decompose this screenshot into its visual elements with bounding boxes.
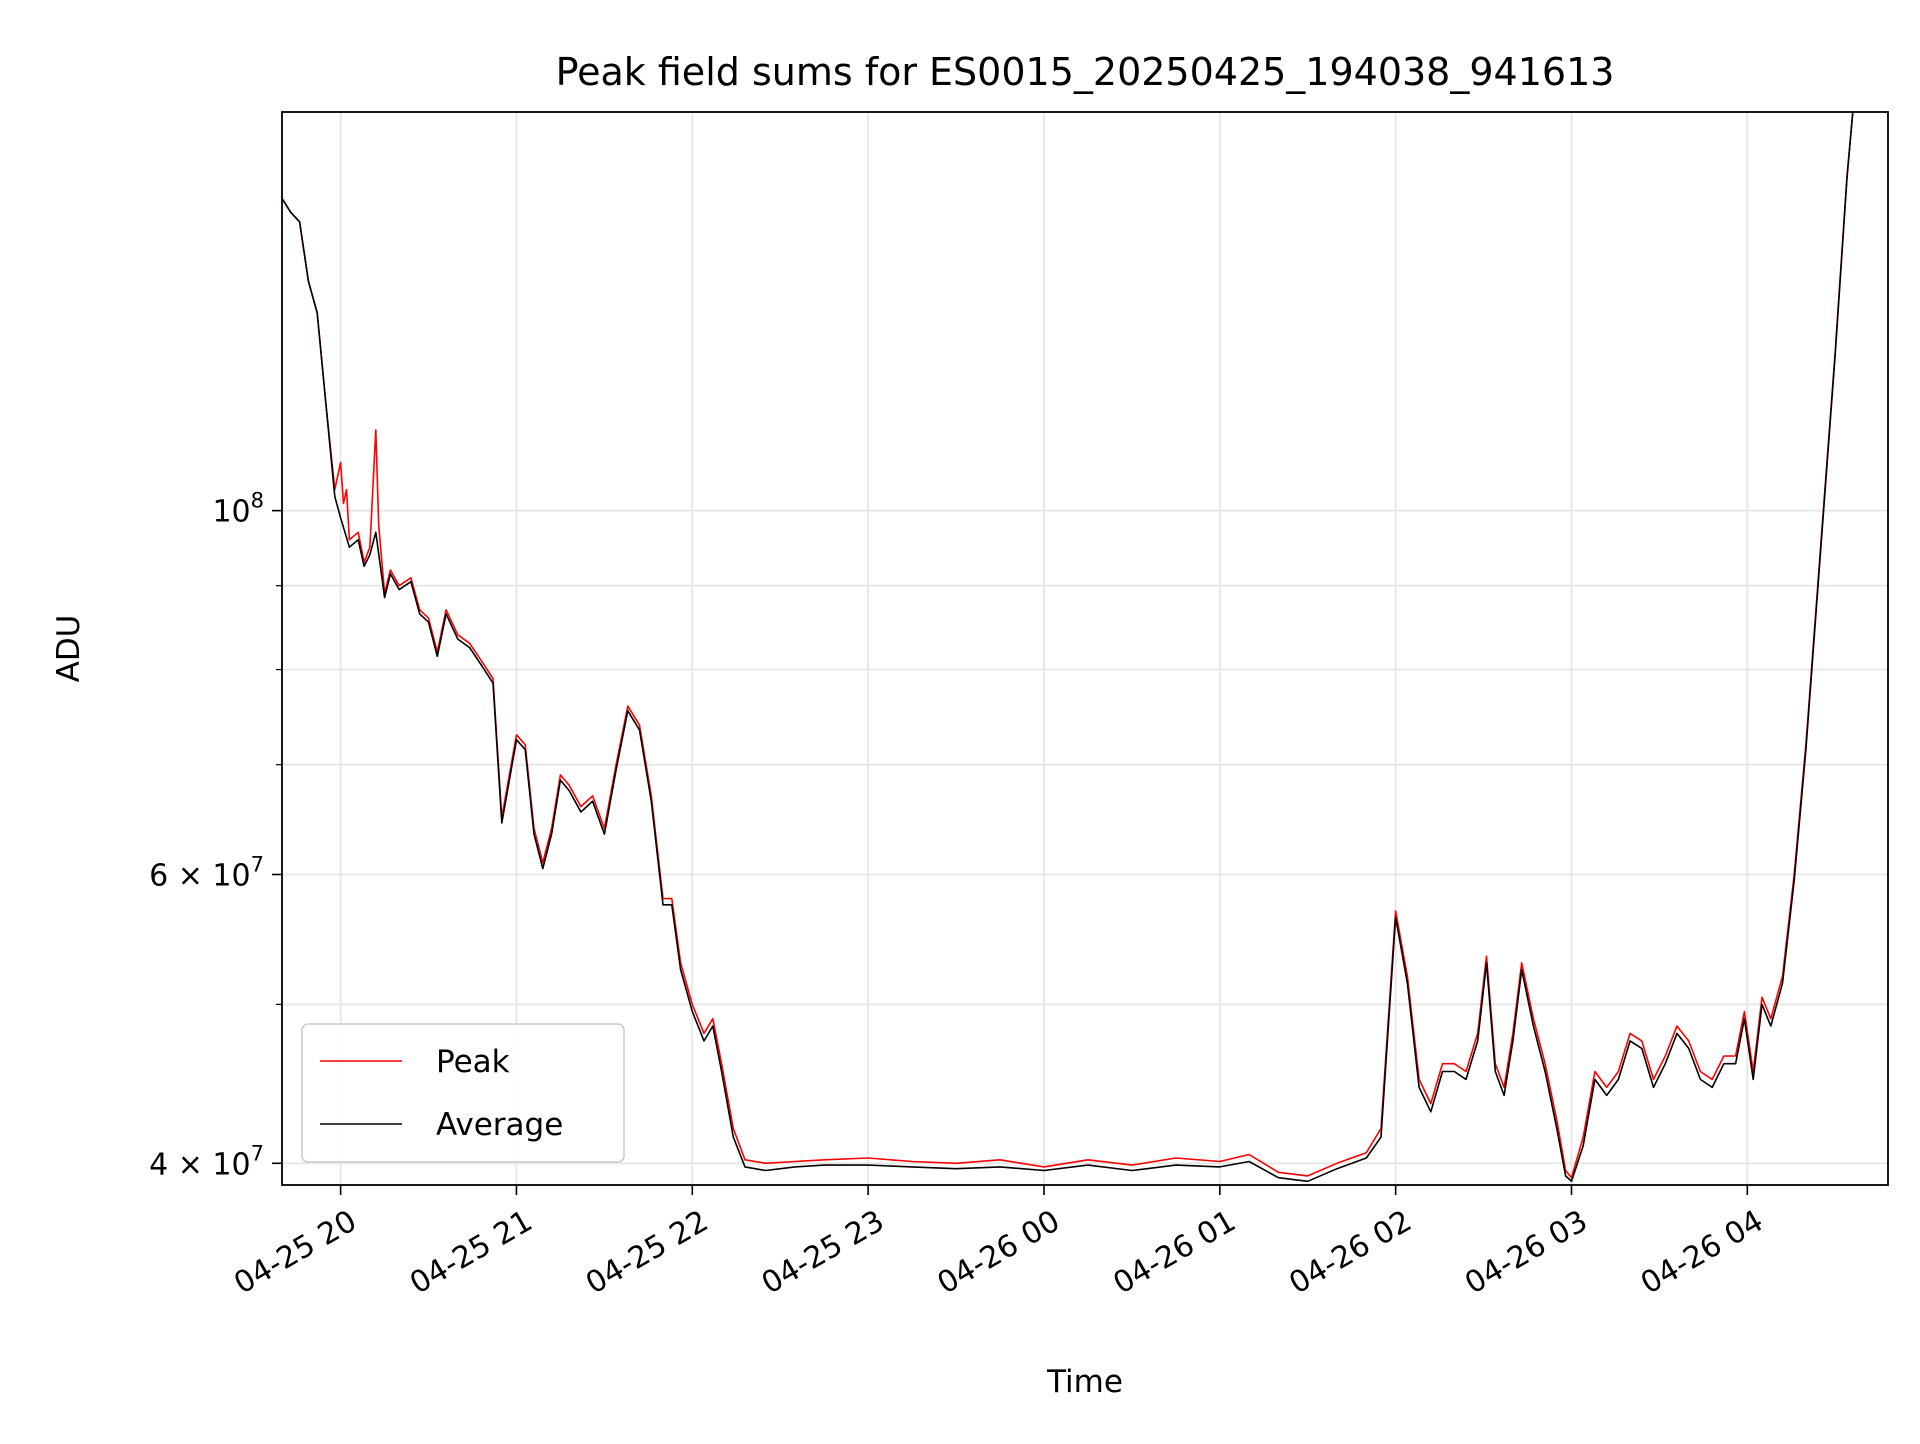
legend-frame [301, 1023, 625, 1163]
legend-label-peak: Peak [436, 1044, 510, 1080]
chart-title: Peak field sums for ES0015_20250425_1940… [556, 50, 1615, 94]
series-layer [282, 112, 1854, 1183]
y-axis-label: ADU [51, 615, 87, 683]
x-axis-label: Time [1046, 1364, 1123, 1400]
plot-frame [281, 111, 1889, 1186]
y-tick-label-1: 6 × 107 [149, 852, 264, 893]
legend: Peak Average [301, 1023, 625, 1163]
y-tick-label-2: 108 [212, 489, 264, 530]
grid-layer [282, 112, 1888, 1185]
series-line-average [282, 112, 1854, 1183]
series-line-peak [282, 112, 1854, 1179]
legend-label-average: Average [436, 1107, 563, 1143]
y-tick-label-0: 4 × 107 [149, 1141, 264, 1182]
